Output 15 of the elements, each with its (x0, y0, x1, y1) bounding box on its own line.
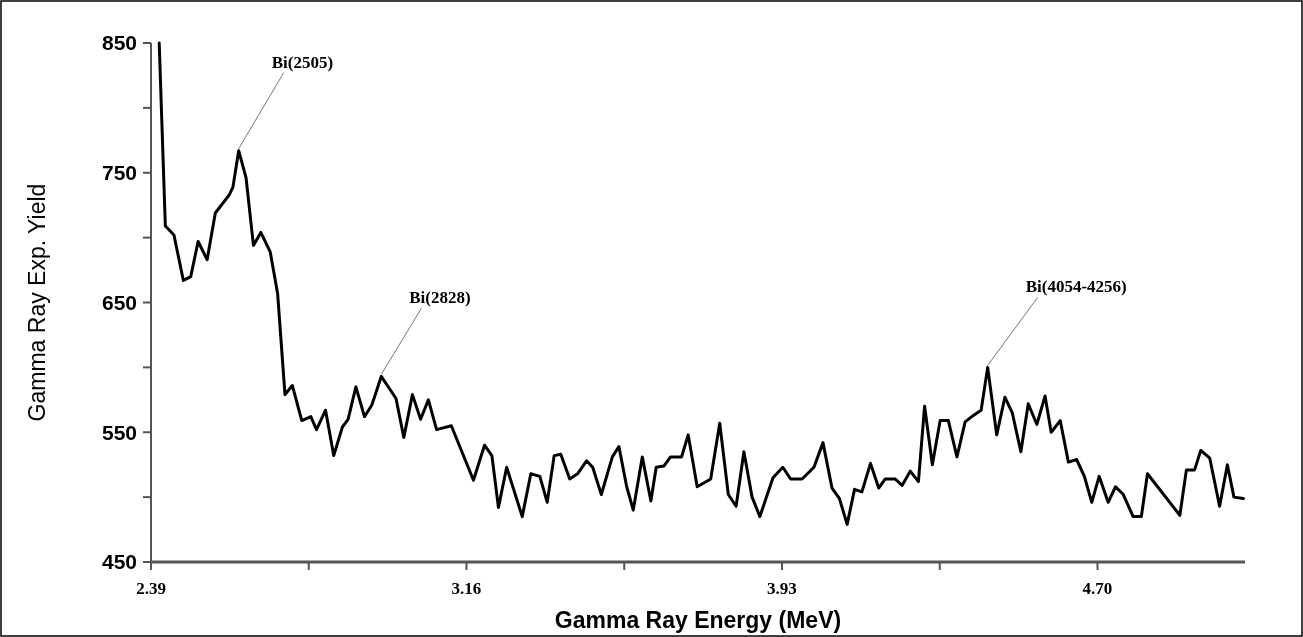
y-tick-label: 750 (101, 161, 137, 185)
x-tick-label: 3.93 (767, 579, 797, 598)
x-tick-label: 3.16 (451, 579, 482, 598)
y-tick-label: 650 (101, 290, 137, 314)
annotation: Bi(2828) (409, 288, 471, 308)
y-tick-label: 550 (101, 420, 137, 444)
y-tick-label: 450 (101, 550, 137, 574)
x-tick-label: 2.39 (136, 579, 166, 598)
annotation: Bi(2505) (271, 52, 334, 72)
x-axis-title: Gamma Ray Energy (MeV) (554, 607, 842, 633)
line-series (157, 41, 1245, 526)
annotation: Bi(4054-4256) (1025, 277, 1127, 297)
y-tick-label: 850 (101, 31, 137, 55)
x-tick-label: 4.70 (1082, 579, 1113, 598)
y-axis-title: Gamma Ray Exp. Yield (24, 183, 50, 422)
